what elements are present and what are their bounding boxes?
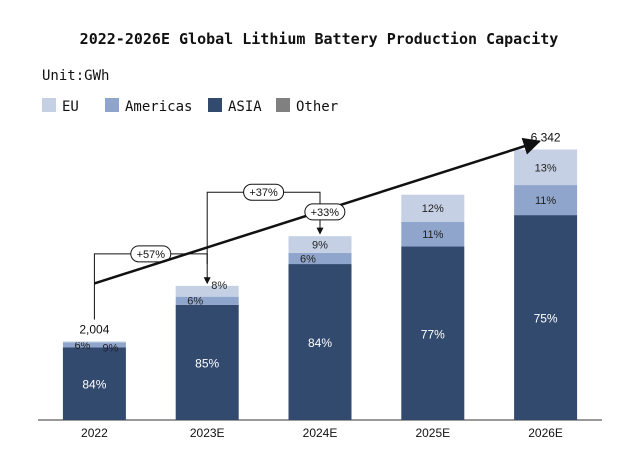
legend-label-asia: ASIA xyxy=(228,99,262,115)
bar-2024e-americas xyxy=(288,252,352,265)
unit-label: Unit:GWh xyxy=(42,68,109,84)
data-label-2025e-americas: 11% xyxy=(422,229,443,241)
bar-2026e-eu xyxy=(514,149,578,186)
bar-2025e-eu xyxy=(401,194,465,222)
data-label-2025e-eu: 12% xyxy=(422,203,444,215)
growth-text-step-0: +57% xyxy=(137,249,166,261)
bar-2024e-asia xyxy=(288,264,352,420)
x-tick-2022: 2022 xyxy=(81,426,108,440)
legend-label-other: Other xyxy=(296,99,338,115)
bar-2023e-asia xyxy=(175,304,239,420)
bar-2024e-eu xyxy=(288,236,352,253)
bar-2023e-eu xyxy=(175,285,239,297)
data-label-2022-asia: 84% xyxy=(82,378,106,392)
growth-pill-step-0 xyxy=(130,245,172,263)
chart-title: 2022-2026E Global Lithium Battery Produc… xyxy=(80,30,559,48)
data-label-2025e-asia: 77% xyxy=(421,327,445,341)
growth-label-step-0: +57% xyxy=(130,245,172,263)
x-tick-2023e: 2023E xyxy=(190,426,225,440)
bar-2022-asia xyxy=(62,347,126,420)
legend-swatch-eu xyxy=(42,98,56,112)
plot-area: 84%6% 9%2,004202285%6%8%2023E84%6%9%2024E… xyxy=(38,131,602,440)
bar-2022-eu xyxy=(62,341,126,343)
data-label-2022-americas: 6% xyxy=(74,340,90,352)
data-label-2023e-americas: 6% xyxy=(187,296,203,308)
legend-label-americas: Americas xyxy=(125,99,192,115)
growth-pill-step-1 xyxy=(243,183,285,201)
bar-2022-americas xyxy=(62,342,126,348)
bar-2026e-asia xyxy=(514,215,578,420)
data-label-2026e-americas: 11% xyxy=(535,195,556,207)
data-label-2024e-eu: 9% xyxy=(312,240,328,252)
x-tick-2024e: 2024E xyxy=(303,426,338,440)
data-label-2024e-americas: 6% xyxy=(300,253,316,265)
extra-label-2022-0: 9% xyxy=(102,342,118,354)
growth-text-step-1: +37% xyxy=(249,187,278,199)
bar-2026e-americas xyxy=(514,185,578,216)
data-label-2026e-eu: 13% xyxy=(535,162,557,174)
total-label-2022: 2,004 xyxy=(79,322,109,336)
x-tick-2026e: 2026E xyxy=(528,426,563,440)
growth-label-step-1: +37% xyxy=(243,183,285,201)
legend-swatch-other xyxy=(276,98,290,112)
x-tick-2025e: 2025E xyxy=(415,426,450,440)
legend-label-eu: EU xyxy=(62,99,79,115)
data-label-2024e-asia: 84% xyxy=(308,336,332,350)
growth-annotations: +57% +37% +33% xyxy=(93,137,541,320)
data-label-2026e-asia: 75% xyxy=(534,312,558,326)
legend: EU Americas ASIA Other xyxy=(42,98,338,115)
growth-label-trend: +33% xyxy=(304,203,346,221)
bar-2023e-americas xyxy=(175,296,239,305)
legend-swatch-americas xyxy=(105,98,119,112)
bar-2025e-americas xyxy=(401,221,465,247)
data-label-2023e-asia: 85% xyxy=(195,356,219,370)
bar-2025e-asia xyxy=(401,246,465,420)
legend-swatch-asia xyxy=(208,98,222,112)
data-label-2023e-eu: 8% xyxy=(211,280,227,292)
growth-pill-trend xyxy=(304,203,346,221)
growth-text-trend: +33% xyxy=(311,207,340,219)
